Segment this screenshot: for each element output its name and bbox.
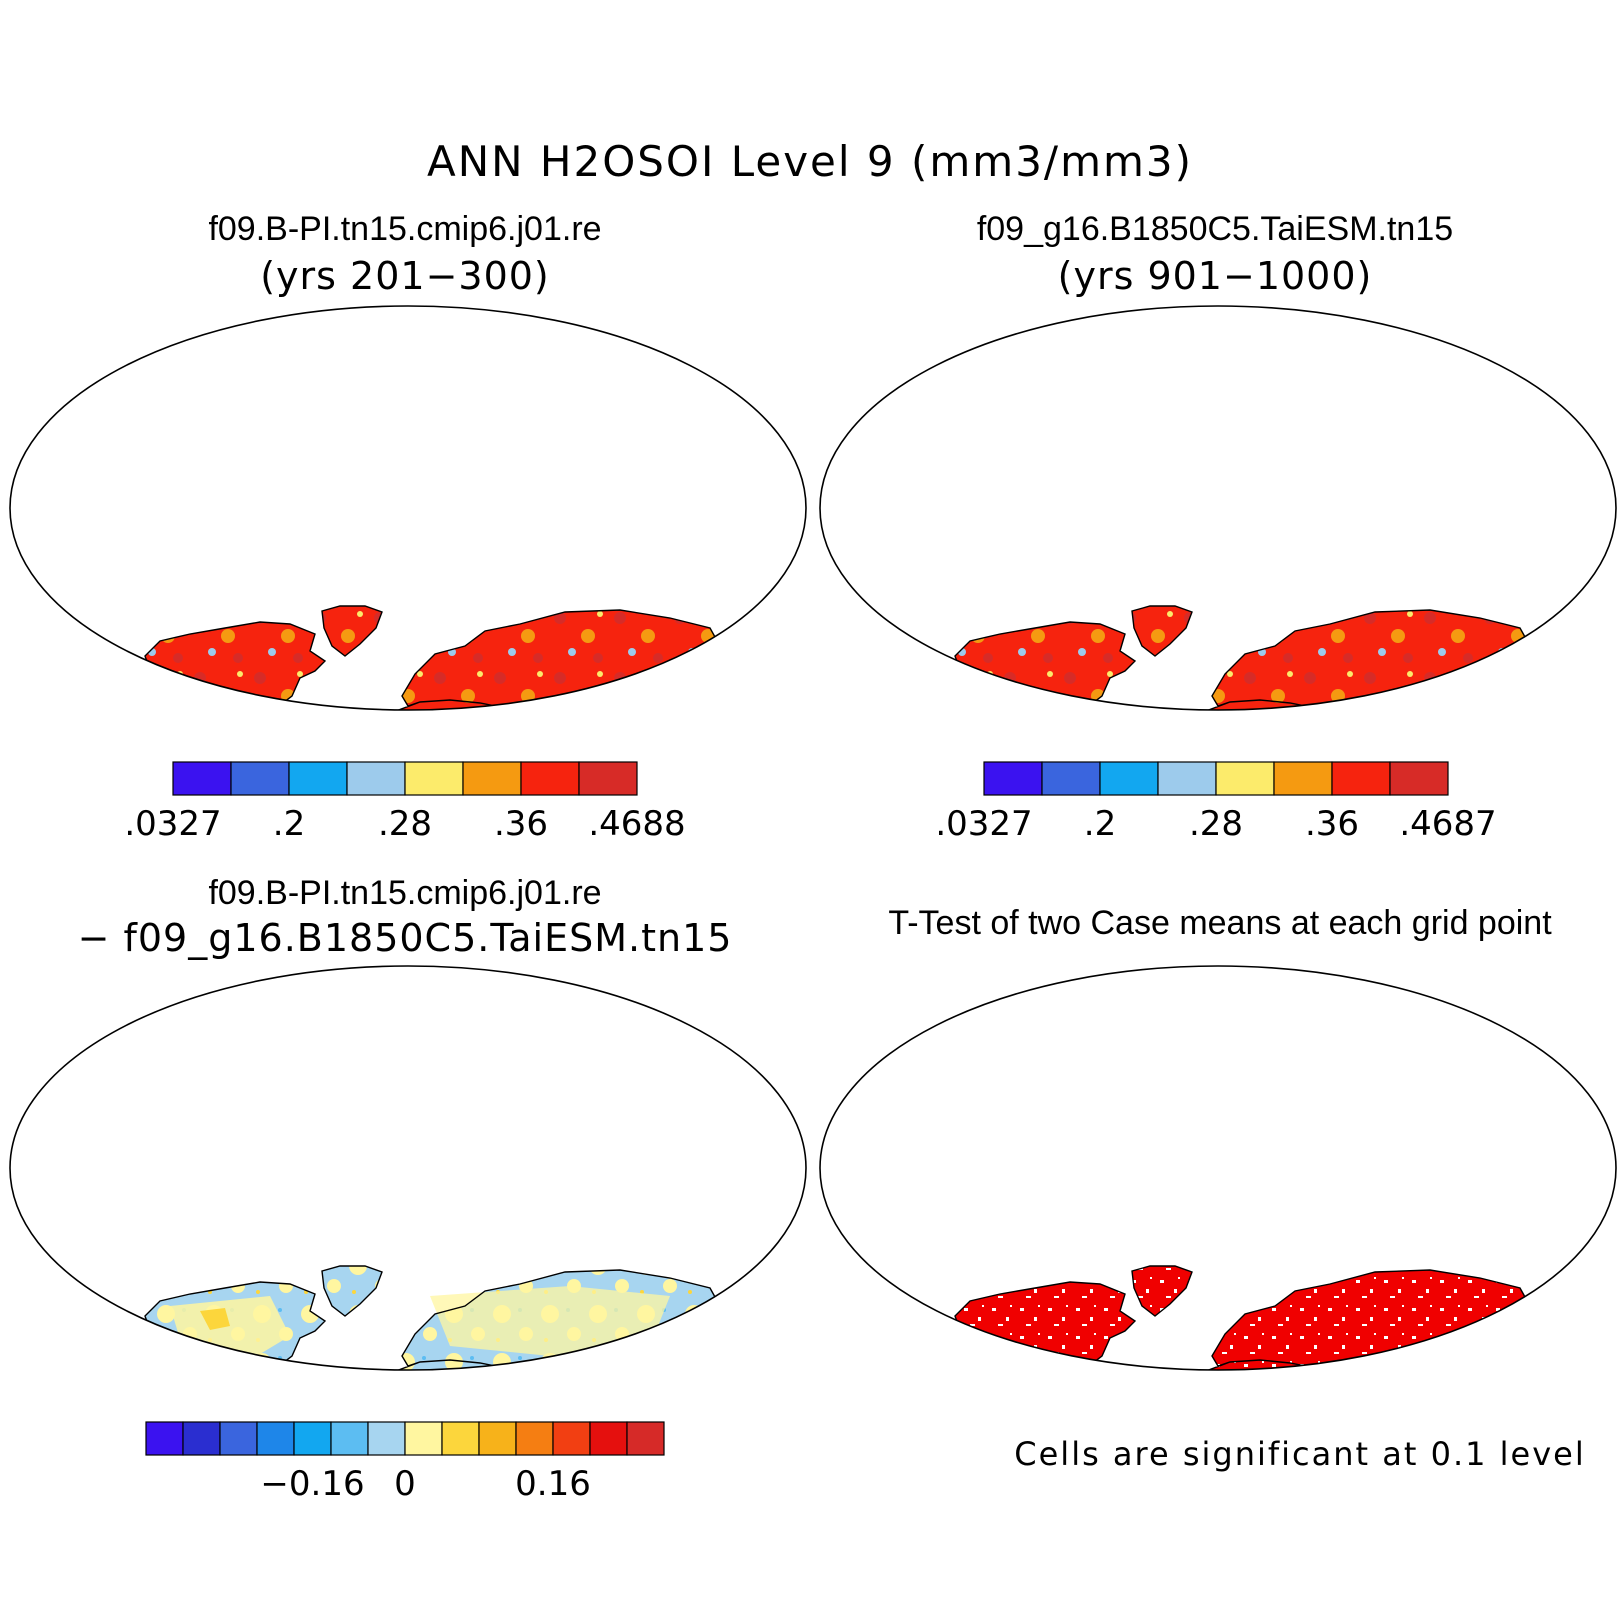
panel-3-subtitle: − f09_g16.B1850C5.TaiESM.tn15 — [78, 916, 733, 960]
colorbar-box — [520, 761, 580, 796]
panel-1-subtitle: (yrs 201−300) — [260, 254, 550, 298]
panel-4-note: Cells are significant at 0.1 level — [1014, 1435, 1585, 1473]
colorbar-box — [230, 761, 290, 796]
panel-3-map — [9, 965, 807, 1371]
panel-1-colorbar: .0327 .2 .28 .36 .4688 — [124, 761, 686, 844]
colorbar-tick-label: .36 — [494, 804, 548, 844]
colorbar-box — [515, 1421, 554, 1456]
colorbar-box — [404, 761, 464, 796]
colorbar-tick-label: .4687 — [1399, 804, 1496, 844]
colorbar-box — [288, 761, 348, 796]
colorbar-box — [367, 1421, 406, 1456]
colorbar-box — [626, 1421, 665, 1456]
colorbar-box — [219, 1421, 258, 1456]
colorbar-box — [1157, 761, 1217, 796]
colorbar-box — [983, 761, 1043, 796]
colorbar-box — [1099, 761, 1159, 796]
colorbar-tick-label: .2 — [1084, 804, 1116, 844]
colorbar-tick-label: .0327 — [935, 804, 1032, 844]
colorbar-tick-label: 0 — [394, 1464, 416, 1504]
panel-1-title: f09.B-PI.tn15.cmip6.j01.re — [208, 210, 601, 248]
panel-3-colorbar: −0.16 0 0.16 — [145, 1421, 665, 1504]
colorbar-box — [346, 761, 406, 796]
panel-4-map — [819, 965, 1617, 1371]
colorbar-box — [1331, 761, 1391, 796]
panel-2-map — [819, 305, 1617, 711]
colorbar-tick-label: −0.16 — [260, 1464, 364, 1504]
colorbar-box — [552, 1421, 591, 1456]
colorbar-box — [589, 1421, 628, 1456]
colorbar-box — [1389, 761, 1449, 796]
panel-1: f09.B-PI.tn15.cmip6.j01.re (yrs 201−300)… — [9, 210, 807, 844]
colorbar-box — [1041, 761, 1101, 796]
colorbar-box — [1273, 761, 1333, 796]
colorbar-box — [182, 1421, 221, 1456]
colorbar-box — [441, 1421, 480, 1456]
colorbar-tick-label: .36 — [1305, 804, 1359, 844]
figure-title: ANN H2OSOI Level 9 (mm3/mm3) — [427, 137, 1193, 186]
colorbar-box — [462, 761, 522, 796]
colorbar-box — [478, 1421, 517, 1456]
colorbar-box — [404, 1421, 443, 1456]
colorbar-box — [256, 1421, 295, 1456]
panel-3: f09.B-PI.tn15.cmip6.j01.re − f09_g16.B18… — [9, 874, 807, 1504]
colorbar-box — [145, 1421, 184, 1456]
colorbar-tick-label: 0.16 — [515, 1464, 591, 1504]
colorbar-tick-label: .28 — [378, 804, 432, 844]
colorbar-tick-label: .4688 — [588, 804, 685, 844]
colorbar-tick-label: .0327 — [124, 804, 221, 844]
colorbar-box — [330, 1421, 369, 1456]
colorbar-box — [172, 761, 232, 796]
panel-1-map — [9, 305, 807, 711]
panel-4: T-Test of two Case means at each grid po… — [819, 904, 1617, 1473]
colorbar-tick-label: .28 — [1189, 804, 1243, 844]
colorbar-tick-label: .2 — [273, 804, 305, 844]
panel-2-subtitle: (yrs 901−1000) — [1058, 254, 1373, 298]
colorbar-box — [1215, 761, 1275, 796]
panel-2-title: f09_g16.B1850C5.TaiESM.tn15 — [977, 210, 1453, 248]
panel-2-colorbar: .0327 .2 .28 .36 .4687 — [935, 761, 1497, 844]
panel-3-title: f09.B-PI.tn15.cmip6.j01.re — [208, 874, 601, 912]
panel-2: f09_g16.B1850C5.TaiESM.tn15 (yrs 901−100… — [819, 210, 1617, 844]
panel-4-title: T-Test of two Case means at each grid po… — [888, 904, 1552, 942]
colorbar-box — [578, 761, 638, 796]
colorbar-box — [293, 1421, 332, 1456]
